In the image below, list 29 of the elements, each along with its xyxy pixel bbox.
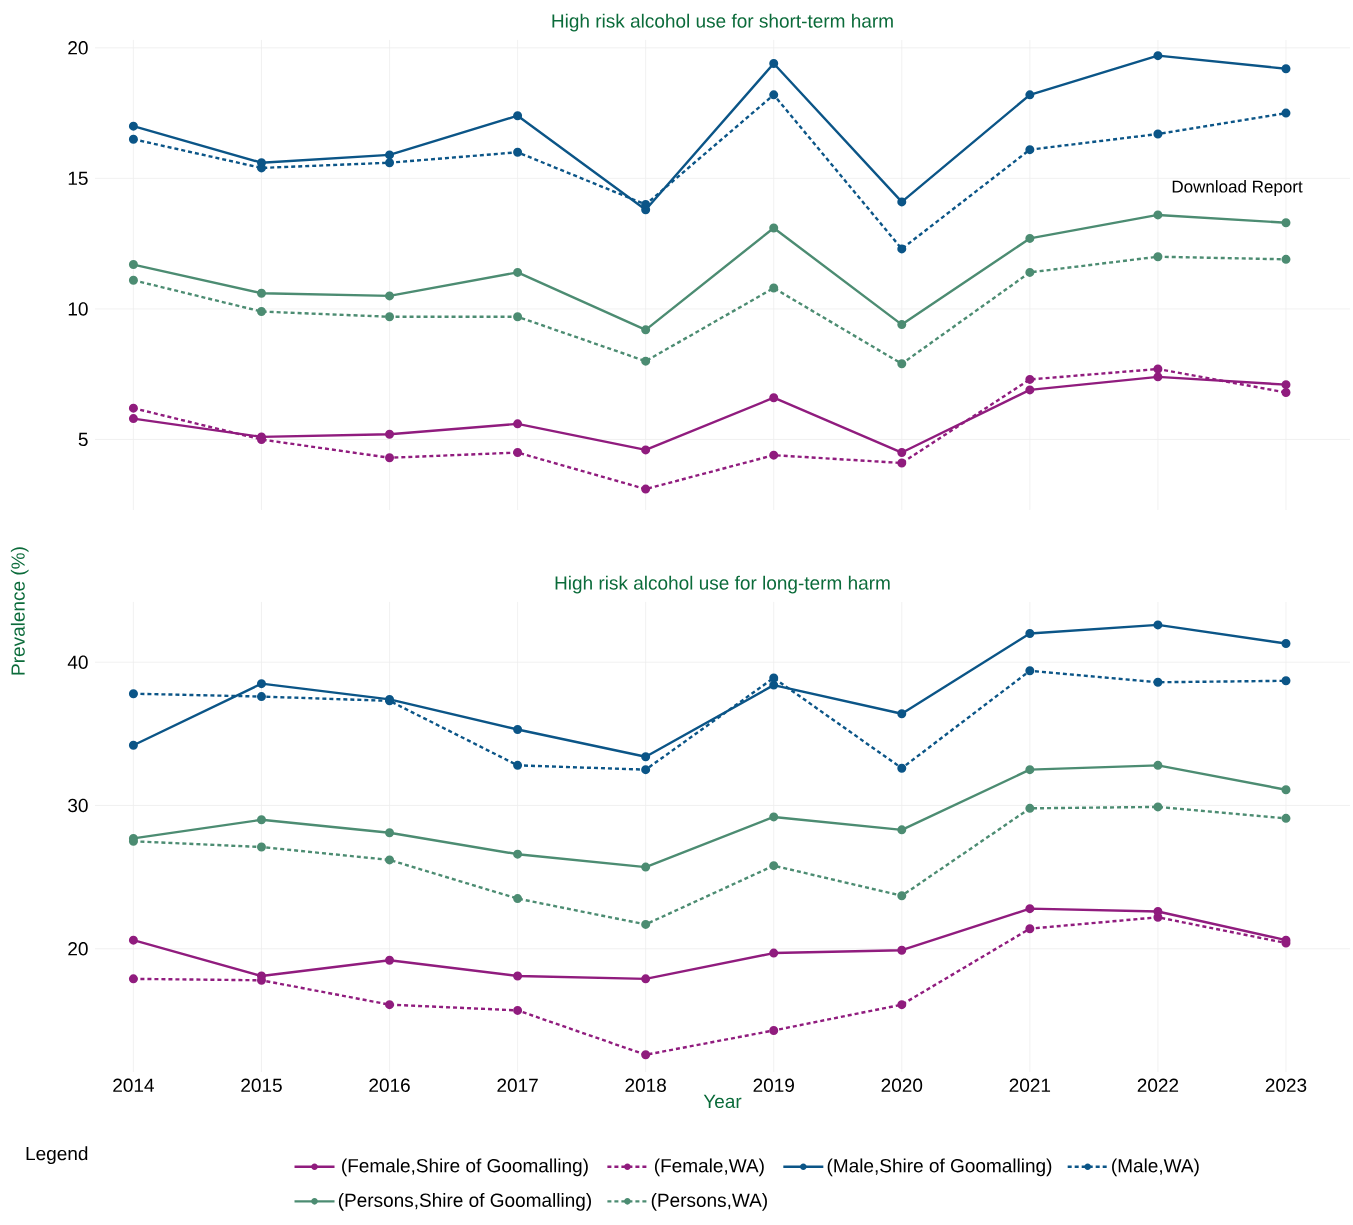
x-tick-label: 2014 <box>113 1078 154 1092</box>
x-tick-label: 2015 <box>241 1078 282 1092</box>
x-tick-label: 2018 <box>625 1078 666 1092</box>
x-tick-label: 2019 <box>753 1078 794 1092</box>
x-tick-label: 2023 <box>1265 1078 1307 1092</box>
x-tick-label: 2016 <box>369 1078 410 1092</box>
y-tick-label: 40 <box>67 655 88 669</box>
chart-title: High risk alcohol use for short-term harm <box>552 13 893 32</box>
legend-label: (Persons,Shire of Goomalling) <box>338 1193 591 1211</box>
y-tick-label: 5 <box>78 432 88 447</box>
y-tick-label: 30 <box>68 798 88 813</box>
legend-label: (Female,WA) <box>654 1158 764 1177</box>
y-tick-label: 15 <box>68 171 88 186</box>
y-tick-label: 20 <box>68 942 88 956</box>
x-axis-title: Year <box>703 1094 742 1109</box>
legend-label: (Persons,WA) <box>651 1193 767 1211</box>
legend-title: Legend <box>26 1146 88 1165</box>
y-axis-title: Prevalence (%) <box>10 547 29 675</box>
chart-title: High risk alcohol use for long-term harm <box>555 575 890 594</box>
x-tick-label: 2022 <box>1137 1078 1179 1092</box>
y-tick-label: 20 <box>68 41 88 55</box>
legend-label: (Male,WA) <box>1112 1158 1199 1177</box>
x-tick-label: 2017 <box>497 1078 538 1092</box>
legend-label: (Male,Shire of Goomalling) <box>827 1158 1052 1177</box>
y-tick-label: 10 <box>68 302 88 316</box>
legend-label: (Female,Shire of Goomalling) <box>342 1158 588 1177</box>
annotation: Download Report <box>1172 180 1303 196</box>
x-tick-label: 2020 <box>881 1078 923 1092</box>
x-tick-label: 2021 <box>1009 1078 1051 1092</box>
